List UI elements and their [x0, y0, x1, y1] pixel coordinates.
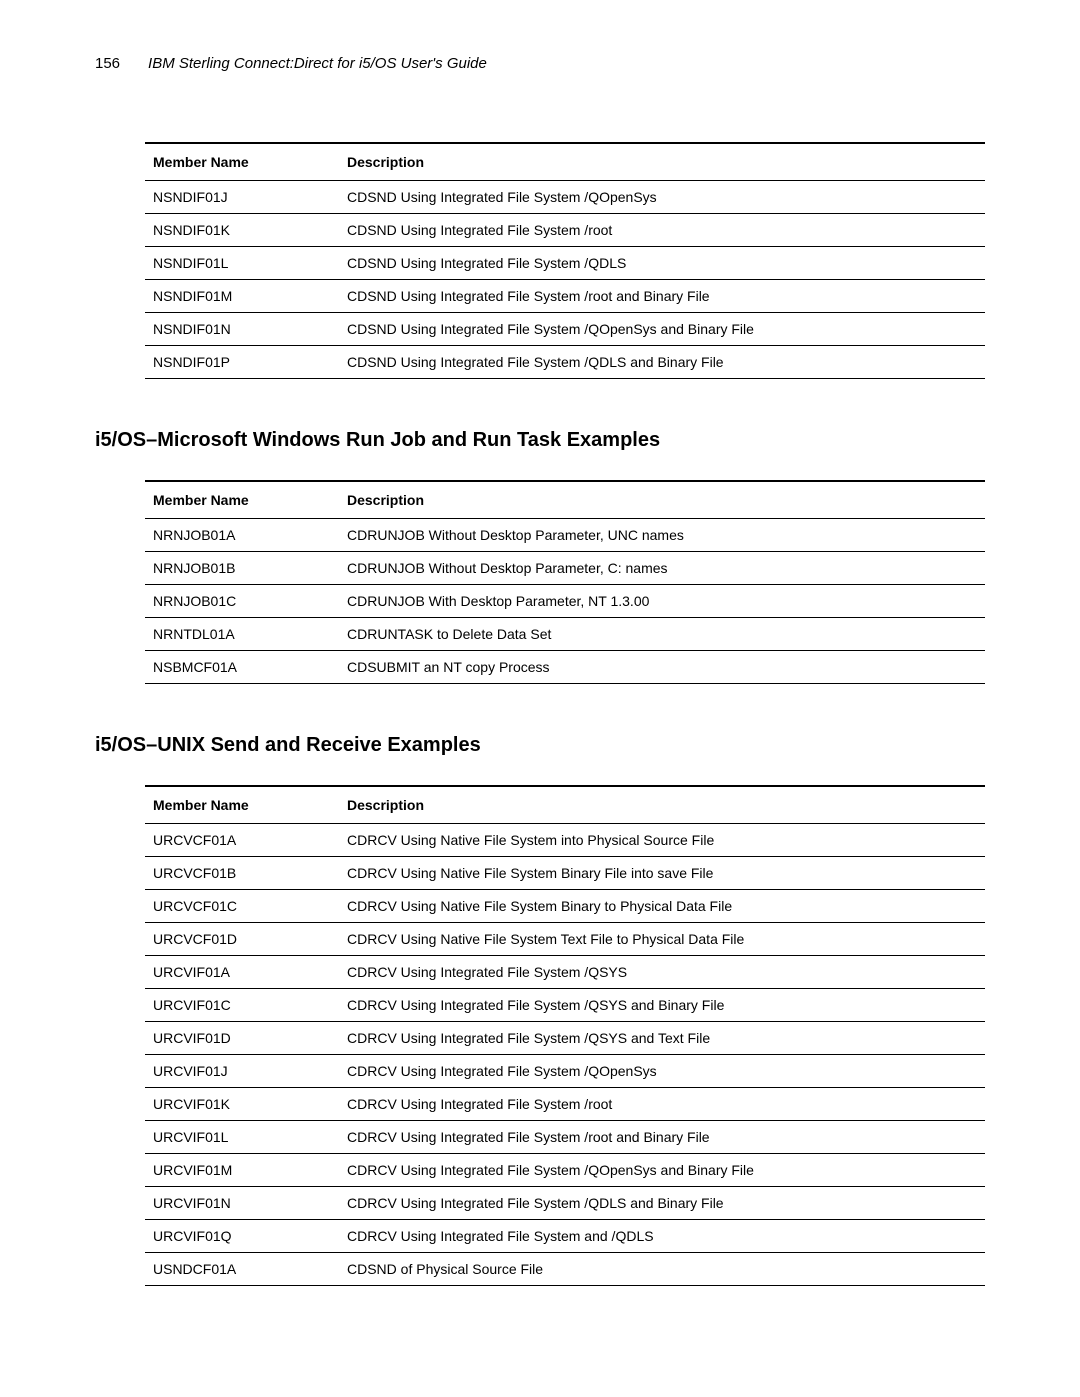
table-2: Member Name Description NRNJOB01ACDRUNJO…	[145, 480, 985, 684]
cell-member: NSNDIF01P	[145, 346, 339, 379]
cell-description: CDRUNJOB With Desktop Parameter, NT 1.3.…	[339, 585, 985, 618]
cell-description: CDRCV Using Native File System into Phys…	[339, 824, 985, 857]
cell-description: CDSND Using Integrated File System /QOpe…	[339, 181, 985, 214]
cell-member: URCVIF01Q	[145, 1220, 339, 1253]
table-row: USNDCF01ACDSND of Physical Source File	[145, 1253, 985, 1286]
table1-col-description: Description	[339, 143, 985, 181]
table-row: NRNJOB01BCDRUNJOB Without Desktop Parame…	[145, 552, 985, 585]
table2-col-member: Member Name	[145, 481, 339, 519]
doc-title: IBM Sterling Connect:Direct for i5/OS Us…	[148, 55, 487, 72]
cell-member: NRNJOB01A	[145, 519, 339, 552]
cell-description: CDRUNTASK to Delete Data Set	[339, 618, 985, 651]
table-row: URCVCF01DCDRCV Using Native File System …	[145, 923, 985, 956]
table-row: URCVCF01ACDRCV Using Native File System …	[145, 824, 985, 857]
table-row: URCVCF01CCDRCV Using Native File System …	[145, 890, 985, 923]
cell-member: NRNJOB01C	[145, 585, 339, 618]
cell-description: CDRCV Using Native File System Binary to…	[339, 890, 985, 923]
table-row: URCVIF01CCDRCV Using Integrated File Sys…	[145, 989, 985, 1022]
table-row: URCVIF01NCDRCV Using Integrated File Sys…	[145, 1187, 985, 1220]
table2-col-description: Description	[339, 481, 985, 519]
cell-description: CDSND of Physical Source File	[339, 1253, 985, 1286]
table-3: Member Name Description URCVCF01ACDRCV U…	[145, 785, 985, 1286]
cell-member: URCVIF01M	[145, 1154, 339, 1187]
table-row: NRNJOB01CCDRUNJOB With Desktop Parameter…	[145, 585, 985, 618]
cell-description: CDRUNJOB Without Desktop Parameter, UNC …	[339, 519, 985, 552]
cell-description: CDRCV Using Integrated File System /QOpe…	[339, 1154, 985, 1187]
cell-member: URCVIF01K	[145, 1088, 339, 1121]
table3-col-member: Member Name	[145, 786, 339, 824]
table-row: NSNDIF01KCDSND Using Integrated File Sys…	[145, 214, 985, 247]
cell-description: CDSND Using Integrated File System /QDLS…	[339, 346, 985, 379]
section-heading-2: i5/OS–Microsoft Windows Run Job and Run …	[95, 429, 985, 452]
table-row: NRNJOB01ACDRUNJOB Without Desktop Parame…	[145, 519, 985, 552]
cell-description: CDRCV Using Integrated File System /root…	[339, 1121, 985, 1154]
table-row: URCVIF01JCDRCV Using Integrated File Sys…	[145, 1055, 985, 1088]
cell-description: CDRCV Using Integrated File System /QSYS…	[339, 989, 985, 1022]
cell-member: NSNDIF01K	[145, 214, 339, 247]
cell-description: CDRCV Using Integrated File System /QSYS	[339, 956, 985, 989]
cell-member: NSNDIF01M	[145, 280, 339, 313]
table-row: NSNDIF01NCDSND Using Integrated File Sys…	[145, 313, 985, 346]
cell-member: URCVIF01A	[145, 956, 339, 989]
cell-member: NRNJOB01B	[145, 552, 339, 585]
cell-member: URCVIF01L	[145, 1121, 339, 1154]
cell-description: CDSND Using Integrated File System /root	[339, 214, 985, 247]
cell-description: CDRCV Using Integrated File System /QDLS…	[339, 1187, 985, 1220]
cell-member: USNDCF01A	[145, 1253, 339, 1286]
cell-description: CDRCV Using Native File System Text File…	[339, 923, 985, 956]
cell-description: CDRUNJOB Without Desktop Parameter, C: n…	[339, 552, 985, 585]
table3-col-description: Description	[339, 786, 985, 824]
table-row: URCVIF01KCDRCV Using Integrated File Sys…	[145, 1088, 985, 1121]
page-header: 156 IBM Sterling Connect:Direct for i5/O…	[95, 55, 985, 72]
table-row: URCVCF01BCDRCV Using Native File System …	[145, 857, 985, 890]
cell-description: CDSND Using Integrated File System /QDLS	[339, 247, 985, 280]
table-row: NSNDIF01JCDSND Using Integrated File Sys…	[145, 181, 985, 214]
cell-description: CDRCV Using Integrated File System and /…	[339, 1220, 985, 1253]
table1-col-member: Member Name	[145, 143, 339, 181]
cell-member: URCVIF01D	[145, 1022, 339, 1055]
table-row: URCVIF01QCDRCV Using Integrated File Sys…	[145, 1220, 985, 1253]
cell-member: URCVIF01J	[145, 1055, 339, 1088]
table-row: URCVIF01LCDRCV Using Integrated File Sys…	[145, 1121, 985, 1154]
cell-description: CDRCV Using Native File System Binary Fi…	[339, 857, 985, 890]
cell-member: URCVIF01C	[145, 989, 339, 1022]
table-1: Member Name Description NSNDIF01JCDSND U…	[145, 142, 985, 379]
table-row: URCVIF01DCDRCV Using Integrated File Sys…	[145, 1022, 985, 1055]
table-row: NRNTDL01ACDRUNTASK to Delete Data Set	[145, 618, 985, 651]
cell-member: URCVCF01B	[145, 857, 339, 890]
cell-member: NSNDIF01N	[145, 313, 339, 346]
cell-description: CDSUBMIT an NT copy Process	[339, 651, 985, 684]
cell-description: CDRCV Using Integrated File System /QOpe…	[339, 1055, 985, 1088]
cell-description: CDRCV Using Integrated File System /root	[339, 1088, 985, 1121]
cell-description: CDSND Using Integrated File System /root…	[339, 280, 985, 313]
page-number: 156	[95, 55, 120, 72]
table-row: NSBMCF01ACDSUBMIT an NT copy Process	[145, 651, 985, 684]
cell-description: CDRCV Using Integrated File System /QSYS…	[339, 1022, 985, 1055]
cell-member: NSNDIF01L	[145, 247, 339, 280]
cell-member: URCVCF01A	[145, 824, 339, 857]
cell-member: NRNTDL01A	[145, 618, 339, 651]
table-row: URCVIF01MCDRCV Using Integrated File Sys…	[145, 1154, 985, 1187]
cell-description: CDSND Using Integrated File System /QOpe…	[339, 313, 985, 346]
cell-member: NSBMCF01A	[145, 651, 339, 684]
table-row: URCVIF01ACDRCV Using Integrated File Sys…	[145, 956, 985, 989]
section-heading-3: i5/OS–UNIX Send and Receive Examples	[95, 734, 985, 757]
table-row: NSNDIF01LCDSND Using Integrated File Sys…	[145, 247, 985, 280]
cell-member: URCVIF01N	[145, 1187, 339, 1220]
cell-member: URCVCF01D	[145, 923, 339, 956]
table-row: NSNDIF01MCDSND Using Integrated File Sys…	[145, 280, 985, 313]
table-row: NSNDIF01PCDSND Using Integrated File Sys…	[145, 346, 985, 379]
cell-member: NSNDIF01J	[145, 181, 339, 214]
cell-member: URCVCF01C	[145, 890, 339, 923]
